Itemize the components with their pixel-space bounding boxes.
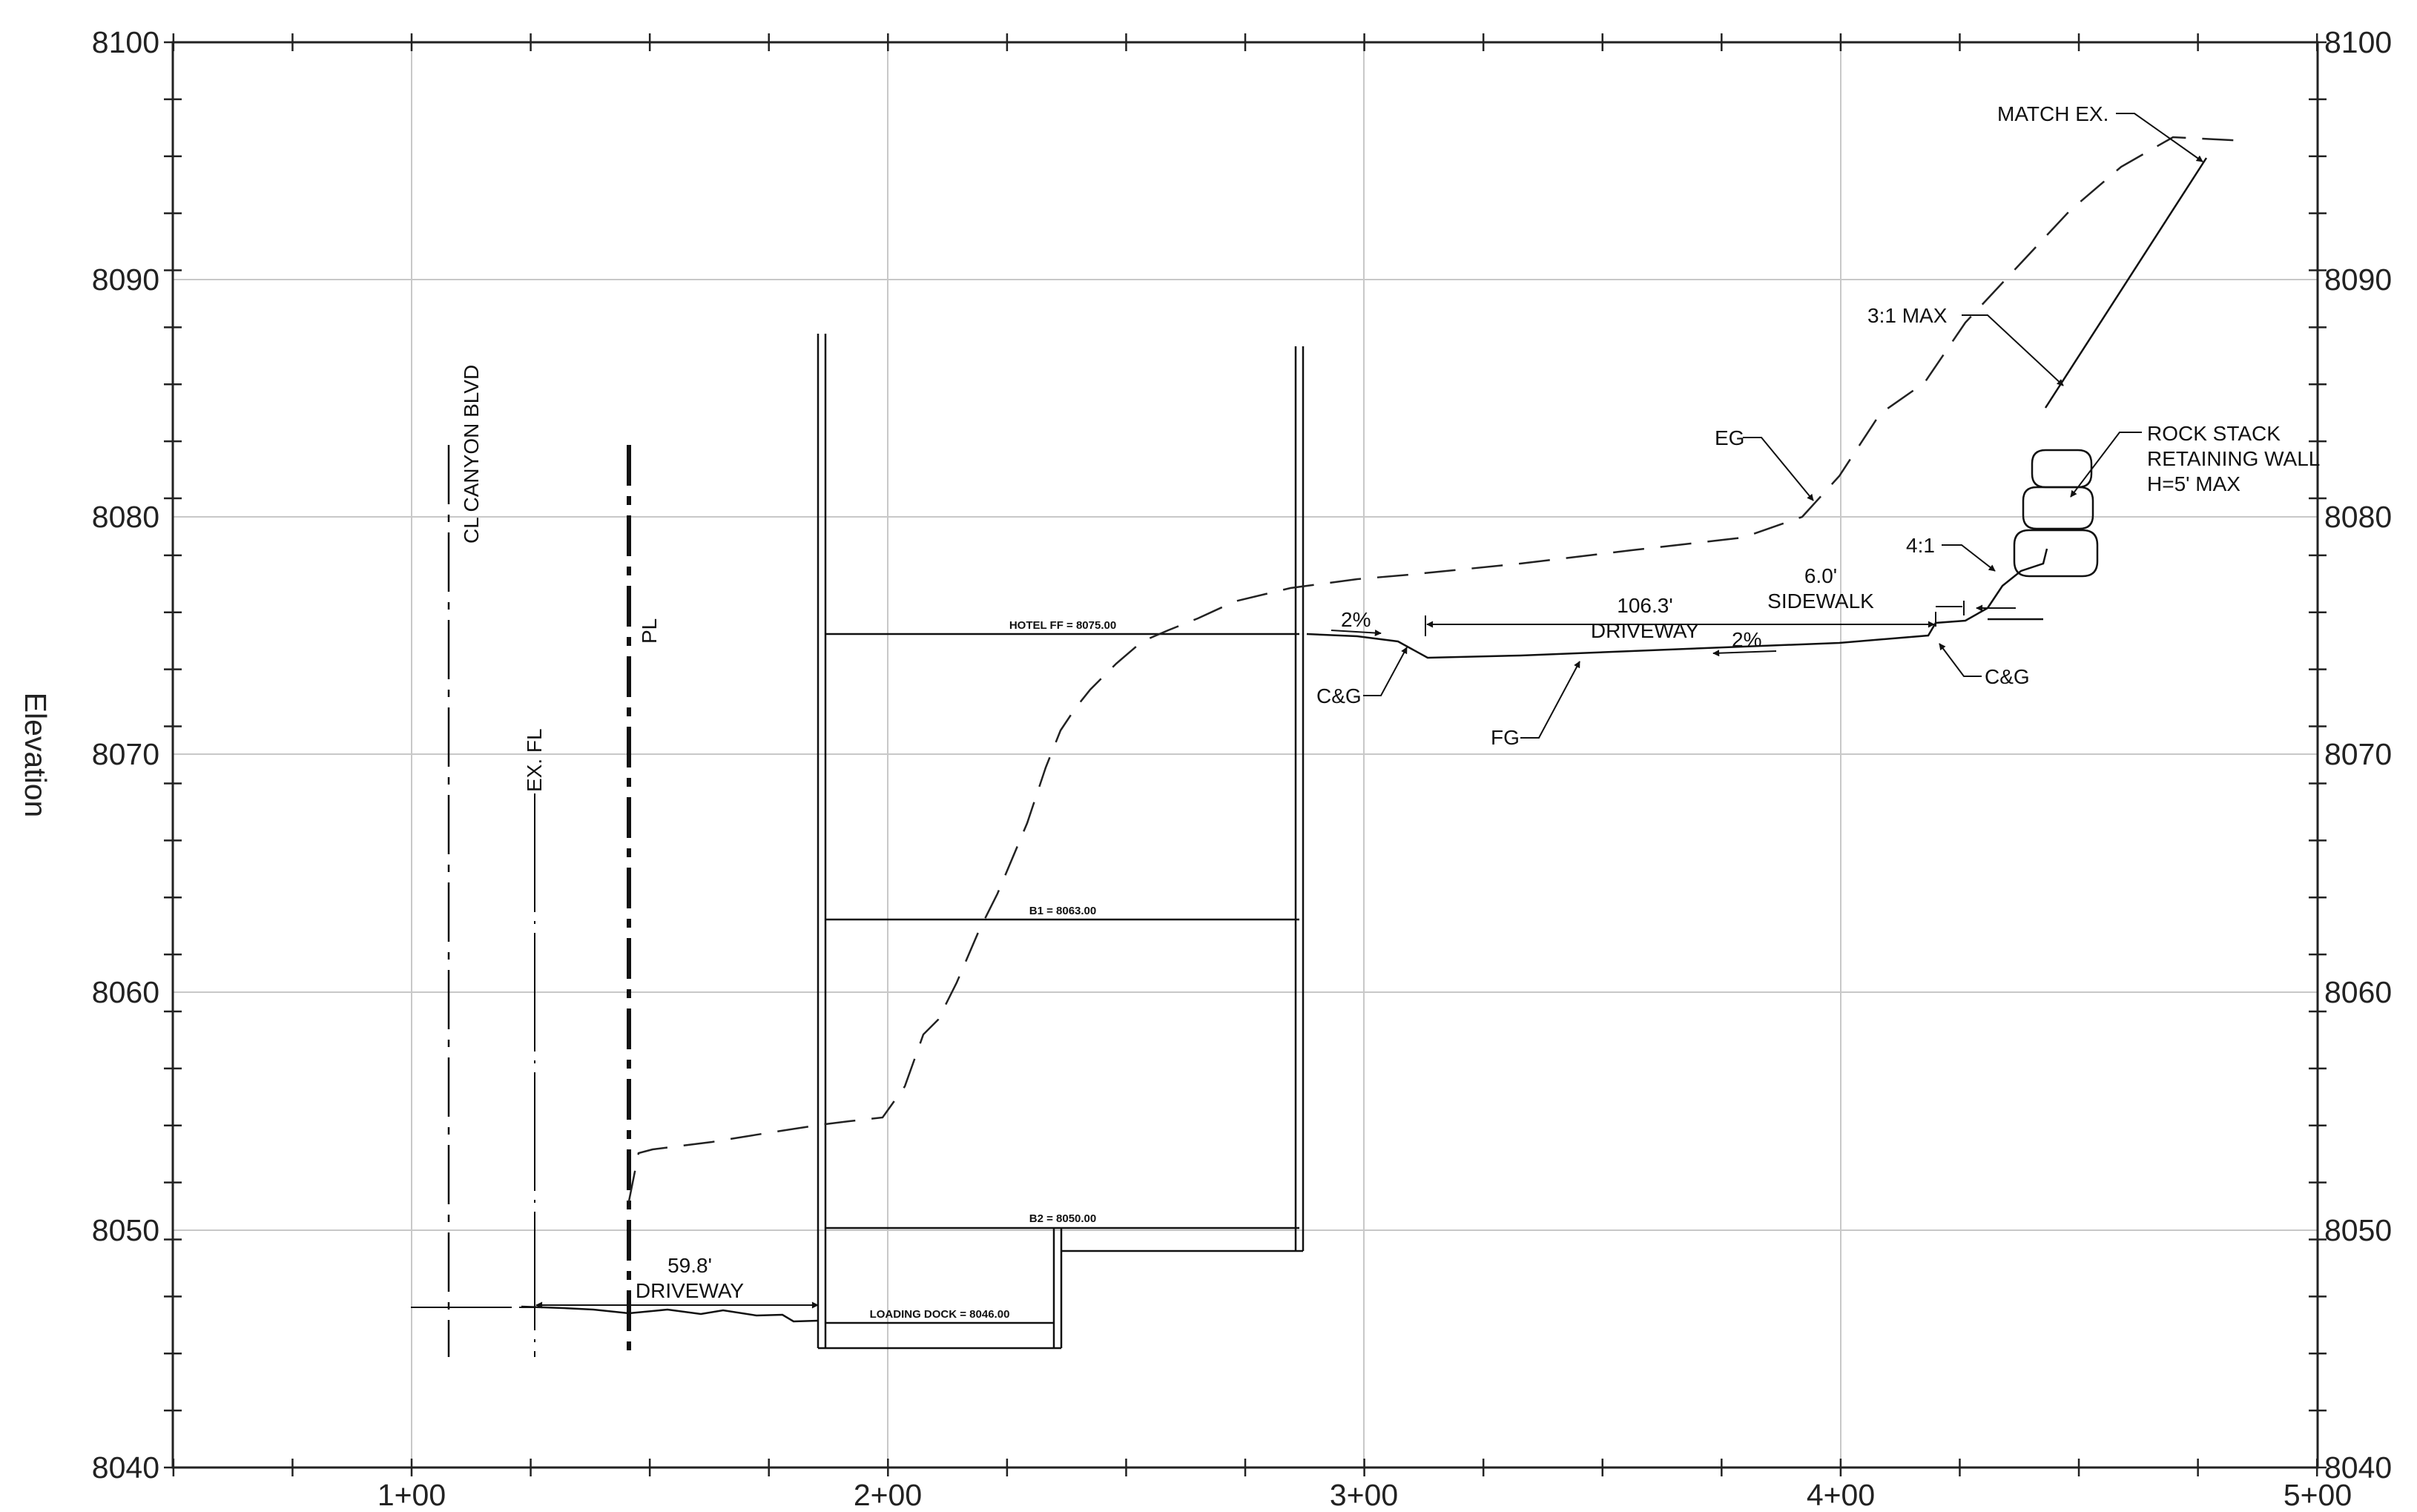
x-tick-label: 2+00 xyxy=(854,1478,922,1512)
y-tick-label: 8050 xyxy=(92,1213,159,1247)
y-tick-label: 8060 xyxy=(92,975,159,1009)
cg-left-label: C&G xyxy=(1316,684,1362,707)
y-axis-title: Elevation xyxy=(19,693,53,818)
building-section xyxy=(817,334,1305,1350)
match-ex-callout xyxy=(2116,113,2203,162)
rock-stack-callout xyxy=(2070,432,2142,498)
y-tick-label: 8090 xyxy=(92,263,159,297)
y-tick-label: 8090 xyxy=(2324,263,2392,297)
x-tick-label: 1+00 xyxy=(377,1478,446,1512)
y-tick-label: 8070 xyxy=(2324,737,2392,771)
dim1-value: 59.8' xyxy=(667,1254,712,1277)
y-tick-label: 8080 xyxy=(2324,500,2392,534)
dim2-value: 106.3' xyxy=(1617,594,1672,617)
slope-left-label: 2% xyxy=(1341,608,1371,631)
y-tick-label: 8050 xyxy=(2324,1213,2392,1247)
eg-label: EG xyxy=(1715,426,1744,449)
cut-slope-line xyxy=(2044,157,2208,409)
cg-left-callout xyxy=(1363,647,1408,696)
y-tick-label: 8080 xyxy=(92,500,159,534)
axis-ticks xyxy=(164,33,2327,1476)
b2-label: B2 = 8050.00 xyxy=(1029,1212,1097,1225)
sidewalk-text: SIDEWALK xyxy=(1767,590,1874,613)
y-tick-label: 8060 xyxy=(2324,975,2392,1009)
y-tick-label: 8070 xyxy=(92,737,159,771)
cg-right-label: C&G xyxy=(1985,665,2030,688)
rock-stack-line3: H=5' MAX xyxy=(2147,472,2240,495)
dim-59-8 xyxy=(534,1294,819,1309)
fg-callout xyxy=(1520,661,1580,739)
ex-fl-label: EX. FL xyxy=(523,728,546,792)
y-tick-label: 8100 xyxy=(92,25,159,59)
finished-grade-left xyxy=(521,1305,819,1323)
match-ex-label: MATCH EX. xyxy=(1997,102,2108,125)
x-tick-label: 4+00 xyxy=(1807,1478,1875,1512)
x-axis: 1+00 2+00 3+00 4+00 5+00 xyxy=(377,1478,2352,1512)
grid xyxy=(173,42,2318,1468)
eg-callout xyxy=(1743,437,1814,501)
dim1-text: DRIVEWAY xyxy=(636,1279,745,1302)
slope-31-label: 3:1 MAX xyxy=(1867,304,1948,327)
existing-grade xyxy=(627,136,2248,1202)
fg-label: FG xyxy=(1491,726,1520,749)
cl-canyon-label: CL CANYON BLVD xyxy=(460,365,483,544)
pl-label: PL xyxy=(638,618,661,644)
loading-dock-label: LOADING DOCK = 8046.00 xyxy=(870,1308,1010,1321)
cg-right-callout xyxy=(1939,643,1982,677)
slope-41-callout xyxy=(1942,544,1996,572)
rock-stack-wall xyxy=(2013,449,2099,578)
b1-label: B1 = 8063.00 xyxy=(1029,905,1097,917)
slope-31-callout xyxy=(1962,314,2064,386)
x-tick-label: 3+00 xyxy=(1330,1478,1398,1512)
y-axis-right: 8040 8050 8060 8070 8080 8090 8100 xyxy=(2324,25,2392,1485)
slope-41-label: 4:1 xyxy=(1906,534,1935,557)
hotel-ff-label: HOTEL FF = 8075.00 xyxy=(1009,619,1116,632)
dim2-text: DRIVEWAY xyxy=(1591,619,1700,642)
rock-stack-line2: RETAINING WALL xyxy=(2147,447,2320,470)
sidewalk-value: 6.0' xyxy=(1804,564,1837,587)
y-axis-left: 8040 8050 8060 8070 8080 8090 8100 xyxy=(92,25,159,1485)
y-tick-label: 8040 xyxy=(2324,1450,2392,1485)
y-tick-label: 8040 xyxy=(92,1450,159,1485)
slope-right-label: 2% xyxy=(1732,628,1761,651)
x-tick-label: 5+00 xyxy=(2284,1478,2352,1512)
rock-stack-line1: ROCK STACK xyxy=(2147,422,2281,445)
dim-106-3 xyxy=(1425,601,2016,636)
y-tick-label: 8100 xyxy=(2324,25,2392,59)
finished-grade-right xyxy=(1306,548,2048,659)
